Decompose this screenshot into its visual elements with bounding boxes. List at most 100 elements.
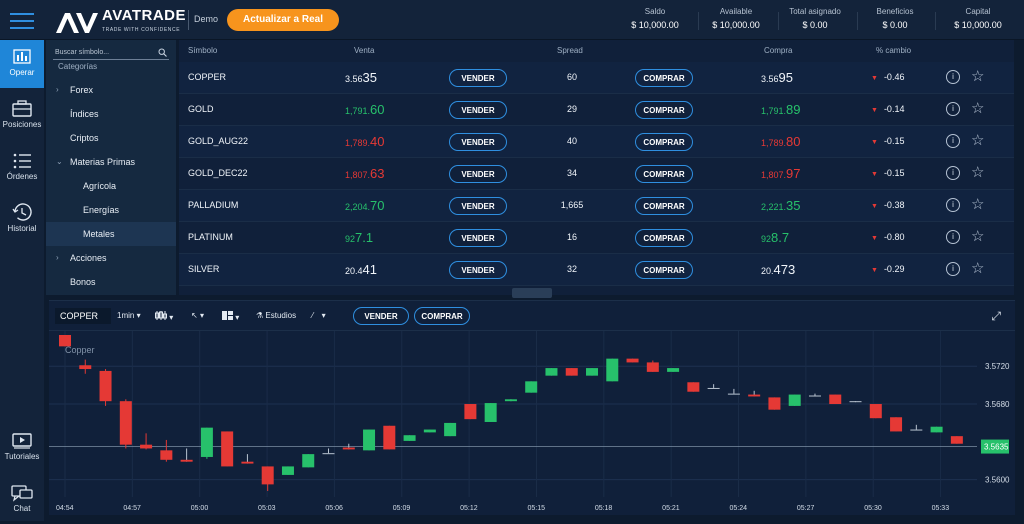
last-price-tag — [981, 439, 1009, 454]
nav-label: Chat — [13, 504, 31, 513]
change-value: -0.29 — [883, 264, 905, 274]
table-row[interactable]: PLATINUM 927.1 VENDER 16 COMPRAR 928.7 ▼ -0.80 i… — [179, 222, 1014, 254]
sell-button[interactable]: VENDER — [449, 229, 507, 247]
nav-ordenes[interactable]: Órdenes — [0, 144, 44, 192]
category-indices[interactable]: Índices — [46, 102, 176, 126]
category-criptos[interactable]: Criptos — [46, 126, 176, 150]
info-icon[interactable]: i — [946, 230, 960, 244]
buy-button[interactable]: COMPRAR — [635, 197, 693, 215]
buy-price-prefix: 1,807. — [761, 170, 787, 180]
category-acciones[interactable]: › Acciones — [46, 246, 176, 270]
expand-icon[interactable]: ⤢ — [991, 309, 1001, 323]
category-materias-primas[interactable]: ⌄ Materias Primas — [46, 150, 176, 174]
category-label: Índices — [70, 109, 99, 119]
sell-button[interactable]: VENDER — [449, 133, 507, 151]
star-icon[interactable]: ☆ — [971, 100, 985, 117]
candle-body — [484, 403, 497, 422]
candle-body — [808, 395, 821, 397]
nav-posiciones[interactable]: Posiciones — [0, 92, 44, 140]
star-icon[interactable]: ☆ — [971, 68, 985, 85]
info-icon[interactable]: i — [946, 262, 960, 276]
table-row[interactable]: GOLD_AUG22 1,789.40 VENDER 40 COMPRAR 1,789.8… — [179, 126, 1014, 158]
nav-operar[interactable]: Operar — [0, 40, 44, 88]
category-agricola[interactable]: Agrícola — [46, 174, 176, 198]
header-change: % cambio — [876, 46, 912, 55]
caret-down-icon: ▾ — [235, 313, 240, 322]
chart-symbol-input[interactable]: COPPER — [55, 308, 111, 324]
y-tick-label: 3.5600 — [985, 476, 1010, 485]
nav-tutoriales[interactable]: Tutoriales — [0, 424, 44, 472]
table-row[interactable]: COPPER 3.5635 VENDER 60 COMPRAR 3.5695 ▼ -0.46 i… — [179, 62, 1014, 94]
upgrade-to-real-button[interactable]: Actualizar a Real — [227, 9, 339, 31]
candle-body — [261, 466, 274, 485]
chart-sell-button[interactable]: VENDER — [353, 307, 409, 325]
category-bonos[interactable]: Bonos — [46, 270, 176, 294]
sell-button[interactable]: VENDER — [449, 165, 507, 183]
brand-tagline: TRADE WITH CONFIDENCE — [102, 27, 181, 33]
star-icon[interactable]: ☆ — [971, 164, 985, 181]
cursor-dropdown[interactable]: ↖ ▾ — [191, 311, 204, 320]
panel-resize-handle[interactable] — [512, 288, 552, 298]
candle-body — [788, 394, 801, 406]
search-placeholder: Buscar símbolo... — [55, 49, 110, 56]
sell-button[interactable]: VENDER — [449, 197, 507, 215]
stat-value: $ 0.00 — [882, 20, 908, 30]
sell-button[interactable]: VENDER — [449, 101, 507, 119]
studies-button[interactable]: ⚗ Estudios — [256, 311, 296, 320]
search-input[interactable]: Buscar símbolo... — [53, 46, 169, 60]
stat-capital: Capital $ 10,000.00 — [946, 7, 1010, 30]
symbol-name: SILVER — [188, 264, 220, 274]
category-metales[interactable]: Metales — [46, 222, 176, 246]
header-divider — [188, 10, 189, 30]
drawing-tools-dropdown[interactable]: ⁄ ▾ — [312, 311, 326, 320]
sell-price-pips: 70 — [370, 198, 385, 213]
buy-button[interactable]: COMPRAR — [635, 261, 693, 279]
layout-dropdown[interactable]: ▾ — [222, 311, 239, 322]
star-icon[interactable]: ☆ — [971, 196, 985, 213]
table-row[interactable]: GOLD_DEC22 1,807.63 VENDER 34 COMPRAR 1,807.9… — [179, 158, 1014, 190]
buy-button[interactable]: COMPRAR — [635, 165, 693, 183]
list-icon — [13, 153, 31, 169]
buy-button[interactable]: COMPRAR — [635, 69, 693, 87]
star-icon[interactable]: ☆ — [971, 228, 985, 245]
price-chart[interactable]: Copper 3.5720 3.5680 3.5600 3.5635 04:54 04:57… — [49, 331, 1015, 516]
nav-historial[interactable]: Historial — [0, 196, 44, 244]
sell-button[interactable]: VENDER — [449, 261, 507, 279]
table-row[interactable]: PALLADIUM 2,204.70 VENDER 1,665 COMPRAR 2,221… — [179, 190, 1014, 222]
category-forex[interactable]: › Forex — [46, 78, 176, 102]
sell-price: 2,204.70 — [345, 198, 385, 213]
info-icon[interactable]: i — [946, 166, 960, 180]
chart-type-dropdown[interactable]: ▾ — [155, 311, 173, 322]
star-icon[interactable]: ☆ — [971, 132, 985, 149]
buy-button[interactable]: COMPRAR — [635, 101, 693, 119]
sell-button[interactable]: VENDER — [449, 69, 507, 87]
layout-icon — [222, 311, 233, 320]
sell-price-pips: 7.1 — [355, 230, 374, 245]
symbol-name: GOLD_AUG22 — [188, 136, 249, 146]
info-icon[interactable]: i — [946, 102, 960, 116]
caret-down-icon: ▾ — [169, 313, 174, 322]
candle-body — [464, 404, 477, 420]
candle-body — [59, 335, 71, 347]
candle-body — [363, 429, 376, 451]
candle-body — [565, 368, 578, 376]
table-row[interactable]: GOLD 1,791.60 VENDER 29 COMPRAR 1,791.89 ▼ -0.1… — [179, 94, 1014, 126]
category-energias[interactable]: Energías — [46, 198, 176, 222]
menu-icon[interactable] — [10, 10, 34, 30]
info-icon[interactable]: i — [946, 70, 960, 84]
category-label: Forex — [70, 85, 94, 95]
candle-body — [606, 358, 619, 382]
buy-price-pips: 89 — [786, 102, 801, 117]
change-percent: ▼ -0.14 — [871, 104, 904, 114]
nav-chat[interactable]: Chat — [0, 476, 44, 524]
buy-button[interactable]: COMPRAR — [635, 229, 693, 247]
table-row[interactable]: SILVER 20.441 VENDER 32 COMPRAR 20.473 ▼ -0.29 i… — [179, 254, 1014, 286]
info-icon[interactable]: i — [946, 134, 960, 148]
star-icon[interactable]: ☆ — [971, 260, 985, 277]
interval-dropdown[interactable]: 1min ▾ — [117, 311, 141, 320]
top-bar: AVATRADE TRADE WITH CONFIDENCE Demo Actu… — [0, 0, 1024, 40]
buy-button[interactable]: COMPRAR — [635, 133, 693, 151]
x-tick-label: 05:00 — [191, 505, 209, 512]
info-icon[interactable]: i — [946, 198, 960, 212]
chart-buy-button[interactable]: COMPRAR — [414, 307, 470, 325]
